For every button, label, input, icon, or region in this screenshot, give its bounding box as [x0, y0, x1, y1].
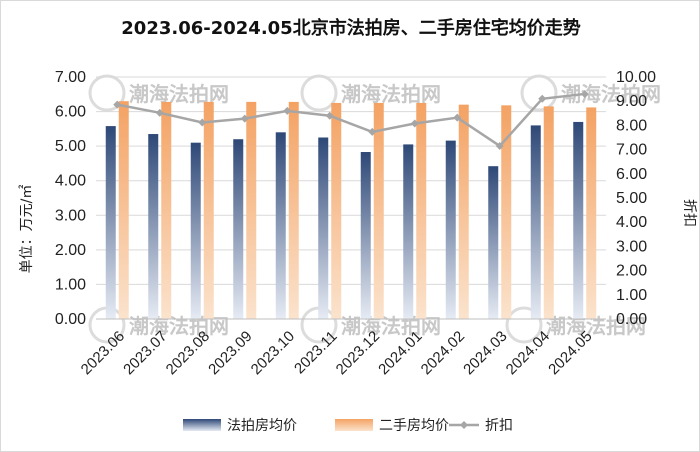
- watermark-seal: [300, 74, 338, 112]
- discount-marker: [368, 127, 377, 136]
- y2-tick-label: 10.00: [616, 69, 656, 86]
- discount-marker: [325, 111, 334, 120]
- x-tick-label: 2024.03: [460, 328, 510, 378]
- watermark-text: 潮海法拍网: [129, 314, 229, 338]
- y2-tick-label: 1.00: [616, 287, 647, 304]
- watermark-seal: [88, 74, 126, 112]
- watermark-seal: [505, 306, 543, 344]
- legend-marker: [460, 421, 468, 429]
- y2-tick-label: 4.00: [616, 214, 647, 231]
- bars-layer: [105, 101, 597, 320]
- discount-line: [117, 92, 585, 148]
- y-axis-label: 单位：万元/㎡: [19, 185, 35, 274]
- y2-tick-label: 0.00: [616, 311, 647, 328]
- bar-auction-price: [360, 152, 371, 319]
- x-tick-label: 2023.11: [291, 328, 341, 378]
- line-layer: [113, 89, 589, 150]
- watermark-seal: [520, 74, 558, 112]
- legend-label: 折扣: [485, 418, 513, 434]
- discount-marker: [155, 108, 164, 117]
- bar-resale-price: [416, 102, 427, 319]
- bar-resale-price: [586, 107, 597, 320]
- y2-tick-label: 3.00: [616, 238, 647, 255]
- legend: 法拍房均价 二手房均价 折扣: [183, 418, 513, 434]
- bar-auction-price: [445, 140, 456, 319]
- x-tick-label: 2023.10: [248, 328, 298, 378]
- y-tick-label: 2.00: [55, 242, 86, 259]
- watermark-text: 潮海法拍网: [129, 82, 229, 106]
- discount-marker: [113, 100, 122, 109]
- bar-auction-price: [148, 134, 159, 319]
- legend-swatch: [335, 419, 373, 431]
- legend-swatch: [183, 419, 221, 431]
- bar-auction-price: [275, 132, 286, 319]
- y-tick-label: 7.00: [55, 69, 86, 86]
- legend-label: 法拍房均价: [227, 418, 297, 434]
- watermark-text: 潮海法拍网: [341, 82, 441, 106]
- discount-marker: [240, 114, 249, 123]
- bar-auction-price: [530, 125, 541, 320]
- bar-auction-price: [318, 137, 329, 319]
- bar-resale-price: [246, 101, 257, 320]
- discount-marker: [198, 118, 207, 127]
- bar-auction-price: [403, 144, 414, 319]
- discount-marker: [538, 94, 547, 103]
- bar-resale-price: [203, 101, 214, 320]
- legend-label: 二手房均价: [379, 418, 449, 434]
- y-tick-label: 5.00: [55, 138, 86, 155]
- y2-tick-label: 6.00: [616, 166, 647, 183]
- discount-marker: [495, 141, 504, 150]
- y2-tick-label: 5.00: [616, 190, 647, 207]
- y-tick-label: 6.00: [55, 104, 86, 121]
- bar-resale-price: [118, 101, 129, 319]
- y2-axis-label: 折扣: [681, 199, 697, 227]
- bar-resale-price: [288, 101, 299, 320]
- discount-marker: [580, 89, 589, 98]
- y2-tick-label: 9.00: [616, 93, 647, 110]
- x-tick-label: 2023.06: [78, 328, 128, 378]
- bar-resale-price: [501, 105, 512, 319]
- discount-marker: [453, 113, 462, 122]
- bar-resale-price: [161, 101, 172, 320]
- y2-tick-label: 8.00: [616, 117, 647, 134]
- bar-resale-price: [331, 102, 342, 319]
- bar-auction-price: [105, 126, 116, 319]
- y2-tick-label: 7.00: [616, 142, 647, 159]
- bar-auction-price: [573, 121, 584, 319]
- chart-title: 2023.06-2024.05北京市法拍房、二手房住宅均价走势: [121, 17, 580, 39]
- bar-resale-price: [458, 104, 469, 320]
- discount-marker: [410, 119, 419, 128]
- y2-tick-label: 2.00: [616, 263, 647, 280]
- y-tick-label: 0.00: [55, 311, 86, 328]
- bar-auction-price: [190, 142, 201, 319]
- bar-auction-price: [488, 166, 499, 319]
- y-tick-label: 4.00: [55, 173, 86, 190]
- y-tick-label: 3.00: [55, 207, 86, 224]
- y-tick-label: 1.00: [55, 276, 86, 293]
- bar-resale-price: [543, 106, 554, 319]
- bar-resale-price: [373, 102, 384, 319]
- bar-auction-price: [233, 139, 244, 319]
- discount-marker: [283, 106, 292, 115]
